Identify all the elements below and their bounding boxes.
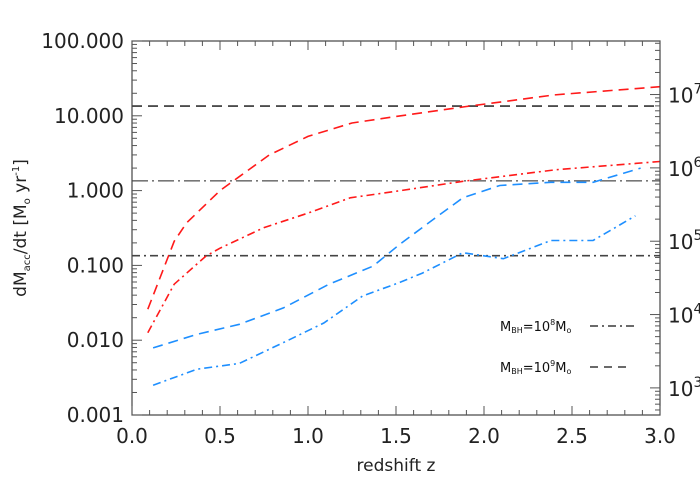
axis-ticks (131, 40, 661, 416)
right-y-tick-label: 103 (668, 375, 700, 401)
series-red-dashdot (147, 160, 661, 334)
right-y-tick-label: 105 (668, 228, 700, 254)
y-tick-label: 0.010 (67, 328, 124, 352)
y-axis-title: dMacc/dt [Mo yr-1] (11, 159, 33, 297)
legend-entry-1e8: MBH=108Mo (500, 318, 634, 335)
series-blue-dashed (152, 167, 641, 349)
right-y-tick-label: 104 (668, 302, 700, 328)
legend: MBH=108Mo MBH=109Mo (500, 318, 634, 376)
legend-entry-1e9: MBH=109Mo (500, 359, 630, 376)
plot-area (132, 85, 661, 386)
x-axis-title: redshift z (357, 456, 436, 476)
plot-frame (131, 40, 661, 416)
y-tick-label: 0.001 (67, 403, 124, 427)
y-tick-label: 1.000 (67, 179, 124, 203)
series-red-dashed (147, 85, 661, 310)
x-tick-label: 0.0 (116, 424, 148, 448)
x-tick-label: 2.5 (556, 424, 588, 448)
y-tick-label: 0.100 (67, 253, 124, 277)
y-tick-label: 10.000 (54, 104, 124, 128)
y-tick-label: 100.000 (41, 29, 124, 53)
right-y-tick-label: 106 (668, 155, 700, 181)
svg-text:MBH=108Mo: MBH=108Mo (500, 318, 571, 335)
x-tick-label: 0.5 (204, 424, 236, 448)
series-blue-dashdot (152, 215, 636, 386)
x-tick-label: 1.0 (292, 424, 324, 448)
x-tick-label: 3.0 (644, 424, 676, 448)
tick-labels: 0.0 0.5 1.0 1.5 2.0 2.5 3.0 100.000 10.000 1.000 0… (41, 29, 700, 448)
x-tick-label: 2.0 (468, 424, 500, 448)
right-y-tick-label: 107 (668, 82, 700, 108)
x-tick-label: 1.5 (380, 424, 412, 448)
svg-text:MBH=109Mo: MBH=109Mo (500, 359, 571, 376)
